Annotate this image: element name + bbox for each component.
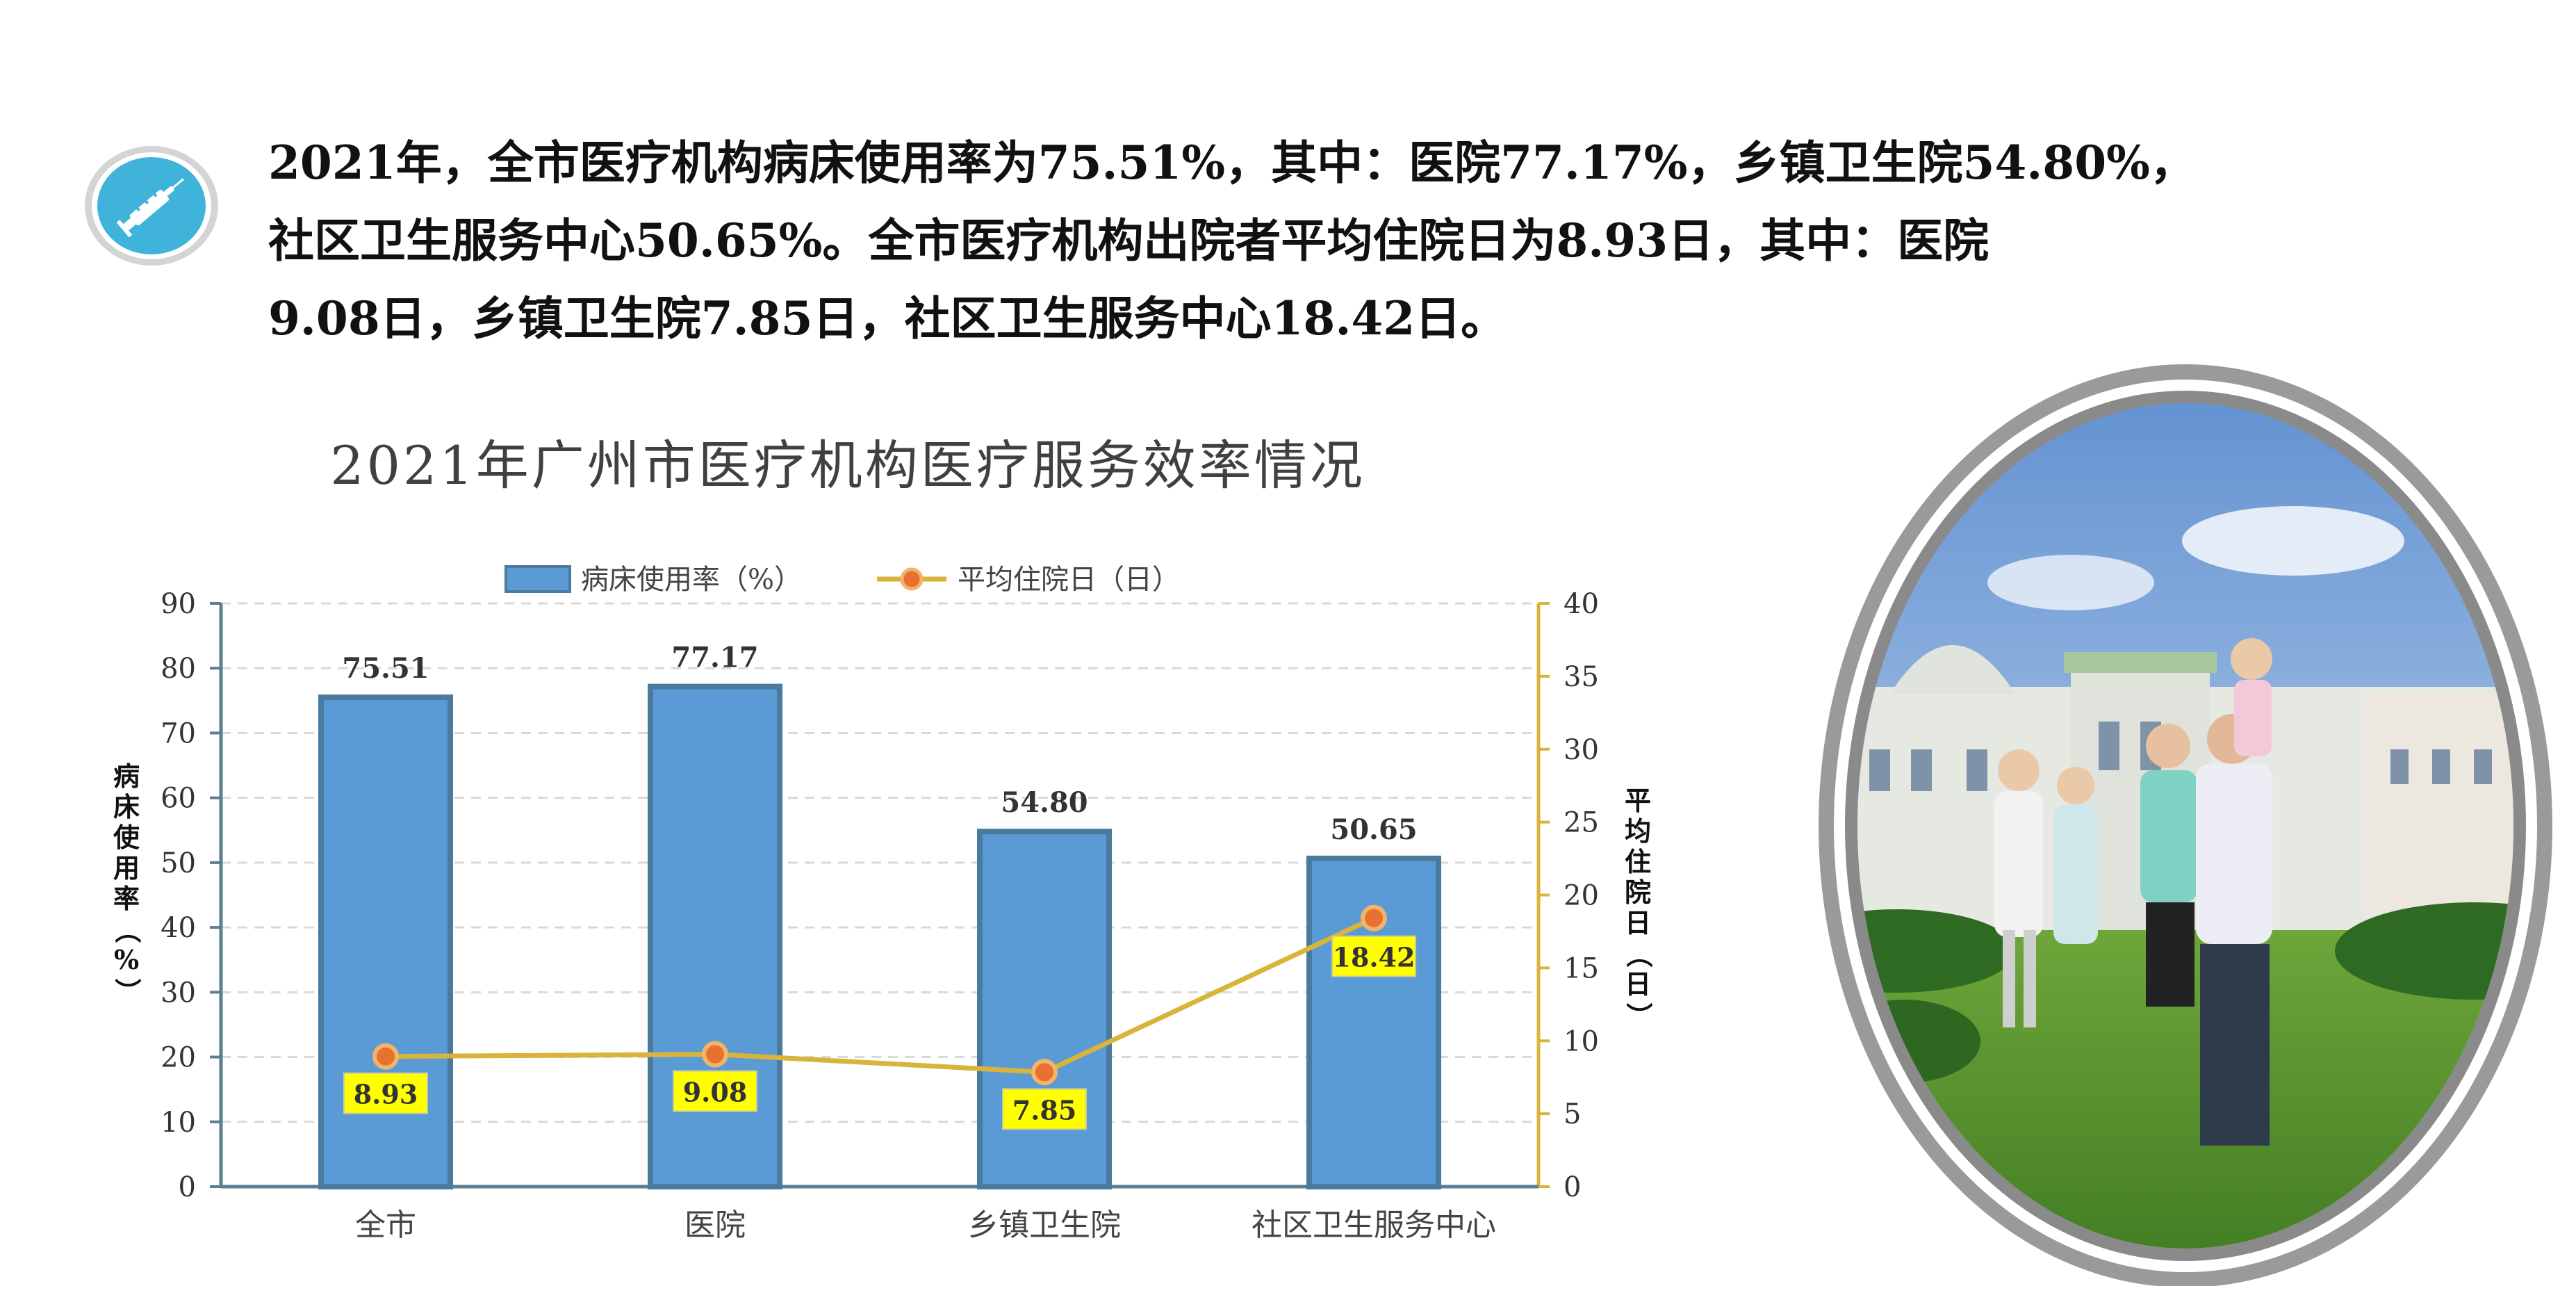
y-left-tick-label: 80 (161, 653, 196, 685)
y-right-tick-label: 30 (1564, 734, 1599, 766)
x-tick-label: 医院 (684, 1207, 746, 1243)
bar (977, 829, 1112, 1189)
x-tick-label: 全市 (355, 1207, 416, 1243)
summary-line-1: 2021年，全市医疗机构病床使用率为75.51%，其中：医院77.17%，乡镇卫… (268, 136, 2196, 190)
y-right-tick-label: 25 (1564, 807, 1599, 839)
x-tick-label: 乡镇卫生院 (968, 1207, 1121, 1243)
y-left-tick-label: 30 (161, 977, 196, 1009)
line-data-label: 18.42 (1333, 942, 1416, 973)
y-left-tick-label: 40 (161, 912, 196, 944)
hospital-family-photo (1819, 364, 2552, 1286)
legend-line-label: 平均住院日（日） (958, 564, 1180, 596)
legend-bar-swatch (504, 565, 571, 593)
y-right-axis-title: 住 (1625, 846, 1651, 877)
y-left-axis-title: % (114, 944, 139, 975)
line-point (1361, 904, 1387, 932)
series-line (385, 916, 1375, 1075)
y-left-axis-title: 使 (113, 822, 140, 853)
y-left-tick-label: 60 (161, 783, 196, 815)
y-left-axis-title: ） (112, 978, 143, 1005)
summary-line-3: 9.08日，乡镇卫生院7.85日，社区卫生服务中心18.42日。 (268, 291, 1507, 345)
legend-bar-label: 病床使用率（%） (581, 564, 802, 596)
line-data-label: 9.08 (683, 1077, 748, 1108)
bar-data-label: 50.65 (1330, 813, 1417, 846)
y-left-tick-label: 50 (161, 847, 196, 879)
y-right-axis-title: 日 (1625, 968, 1651, 1000)
syringe-icon (116, 178, 184, 238)
y-right-axis-title: ） (1623, 1002, 1655, 1029)
combo-chart: 0 10 20 30 40 50 60 70 80 90 0 5 10 15 20 25 30 35 40 病床使用率… (112, 564, 1655, 1243)
y-left-tick-label: 70 (161, 717, 196, 749)
summary-text: 2021年，全市医疗机构病床使用率为75.51%，其中：医院77.17%，乡镇卫… (268, 124, 2339, 357)
y-right-tick-label: 35 (1564, 661, 1599, 693)
bar-data-label: 77.17 (671, 642, 758, 674)
y-right-tick-label: 15 (1564, 952, 1599, 984)
line-label-box (343, 1072, 428, 1114)
y-left-axis-title: 率 (113, 883, 140, 914)
y-right-tick-label: 40 (1564, 588, 1599, 620)
y-right-tick-label: 10 (1564, 1025, 1599, 1057)
y-right-axis-title: （ (1623, 941, 1655, 968)
y-right-tick-label: 20 (1564, 880, 1599, 912)
y-left-axis-title: 用 (113, 852, 140, 884)
y-left-tick-label: 10 (161, 1107, 196, 1139)
y-right-axis-title: 平 (1625, 785, 1651, 816)
line-point (372, 1043, 399, 1070)
y-left-tick-label: 20 (161, 1042, 196, 1074)
y-right-tick-label: 5 (1564, 1098, 1581, 1130)
line-data-label: 7.85 (1012, 1094, 1077, 1125)
chart-title: 2021年广州市医疗机构医疗服务效率情况 (330, 434, 1365, 496)
line-label-box (1331, 935, 1416, 977)
line-point (1031, 1059, 1058, 1086)
y-left-tick-label: 0 (179, 1171, 196, 1203)
y-left-axis-title: 床 (113, 791, 140, 822)
y-left-tick-label: 90 (161, 588, 196, 620)
y-right-tick-label: 0 (1564, 1171, 1581, 1203)
line-data-label: 8.93 (354, 1079, 418, 1110)
x-tick-label: 社区卫生服务中心 (1252, 1207, 1496, 1243)
line-point (702, 1041, 728, 1068)
summary-line-2: 社区卫生服务中心50.65%。全市医疗机构出院者平均住院日为8.93日，其中：医… (268, 213, 1990, 268)
bar-data-label: 75.51 (342, 652, 429, 685)
y-right-axis-title: 均 (1625, 815, 1651, 847)
legend-line-marker (900, 567, 924, 591)
line-label-box (1002, 1088, 1087, 1130)
y-left-axis-title: 病 (113, 761, 140, 792)
y-left-axis-title: （ (112, 917, 143, 943)
y-right-axis-title: 日 (1625, 907, 1651, 938)
line-label-box (673, 1070, 757, 1112)
bar-data-label: 54.80 (1001, 786, 1088, 819)
y-right-axis-title: 院 (1625, 877, 1651, 908)
syringe-badge (85, 146, 218, 266)
